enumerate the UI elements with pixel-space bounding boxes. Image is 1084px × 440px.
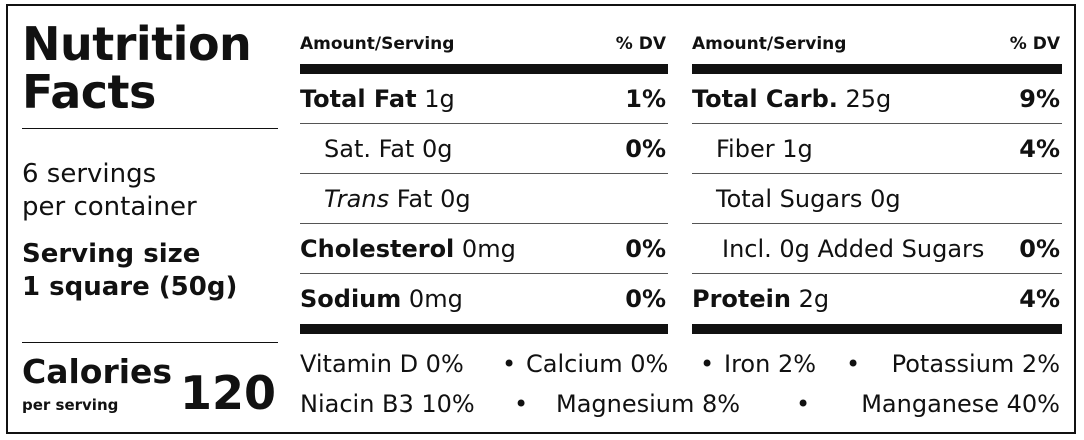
nutrient-dv: 4% [1019,285,1060,313]
servings-per-container: 6 servings per container [22,159,197,222]
title-line-2: Facts [22,65,156,119]
nutrient-name: Total Carb. [692,85,838,113]
nutrient-amount: 0g [870,185,901,213]
thick-rule [300,64,668,74]
niacin-b3: Niacin B3 10% [300,390,475,418]
nutrient-dv: 0% [625,135,666,163]
nutrient-row: Total Carb. 25g 9% [692,74,1062,124]
nutrient-name: Protein [692,285,791,313]
nutrient-name: Incl. 0g Added Sugars [722,235,985,263]
nutrient-dv: 0% [1019,235,1060,263]
nutrient-amount: 0g [421,135,453,163]
dv-header: % DV [1009,34,1060,54]
amount-serving-header: Amount/Serving [692,34,847,54]
nutrient-row: Total Fat 1g 1% [300,74,668,124]
nutrient-row: Cholesterol 0mg 0% [300,224,668,274]
nutrient-dv: 9% [1019,85,1060,113]
magnesium: Magnesium 8% [556,390,741,418]
nutrient-dv: 0% [625,285,666,313]
nutrient-amount: 0g [440,185,471,213]
serving-size: Serving size 1 square (50g) [22,239,238,302]
nutrient-row: Incl. 0g Added Sugars 0% [692,224,1062,274]
nutrient-row: Fiber 1g 4% [692,124,1062,174]
bullet-separator: • [796,390,811,418]
vitamin-line-2: Niacin B3 10% • Magnesium 8% • Manganese… [300,384,1062,424]
calories-per-serving: per serving [22,396,119,414]
dv-header: % DV [615,34,666,54]
vitamins-minerals: Vitamin D 0% • Calcium 0% • Iron 2% • Po… [300,344,1062,428]
bullet-separator: • [514,390,529,418]
amount-serving-header: Amount/Serving [300,34,455,54]
nutrient-row: Protein 2g 4% [692,274,1062,324]
nutrient-dv: 1% [625,85,666,113]
vitamin-line-1: Vitamin D 0% • Calcium 0% • Iron 2% • Po… [300,344,1062,384]
iron: Iron 2% [724,350,817,378]
nutrient-name: Fat [396,185,433,213]
calories-label: Calories [22,352,173,391]
nutrient-amount: 2g [798,285,830,313]
column-header: Amount/Serving % DV [692,30,1062,58]
potassium: Potassium 2% [891,350,1060,378]
nutrient-name: Fiber [716,135,775,163]
nutrient-amount: 0mg [408,285,463,313]
bullet-separator: • [700,350,715,378]
nutrient-name: Sat. Fat [324,135,415,163]
divider [22,128,278,129]
bullet-separator: • [846,350,861,378]
calcium: Calcium 0% [526,350,669,378]
title-line-1: Nutrition [22,17,252,71]
nutrient-row: Sodium 0mg 0% [300,274,668,324]
nutrient-name: Cholesterol [300,235,455,263]
thick-rule [300,324,668,334]
nutrient-row: Trans Fat 0g [300,174,668,224]
nutrient-amount: 25g [845,85,892,113]
bullet-separator: • [502,350,517,378]
nutrition-facts-title: Nutrition Facts [22,20,278,116]
nutrition-label [6,4,1076,434]
manganese: Manganese 40% [861,390,1060,418]
column-header: Amount/Serving % DV [300,30,668,58]
divider [22,342,278,343]
nutrient-amount: 0mg [461,235,516,263]
calories-value: 120 [179,366,276,420]
nutrient-name: Sodium [300,285,402,313]
thick-rule [692,324,1062,334]
label-left-panel: Nutrition Facts 6 servings per container… [22,16,278,420]
thick-rule [692,64,1062,74]
nutrient-amount: 1g [782,135,813,163]
nutrient-name-italic: Trans [324,185,390,213]
nutrient-row: Total Sugars 0g [692,174,1062,224]
nutrient-amount: 1g [424,85,455,113]
nutrient-dv: 0% [625,235,666,263]
nutrient-dv: 4% [1019,135,1060,163]
nutrient-row: Sat. Fat 0g 0% [300,124,668,174]
nutrient-name: Total Fat [300,85,417,113]
nutrient-name: Total Sugars [716,185,863,213]
vitamin-d: Vitamin D 0% [300,350,464,378]
